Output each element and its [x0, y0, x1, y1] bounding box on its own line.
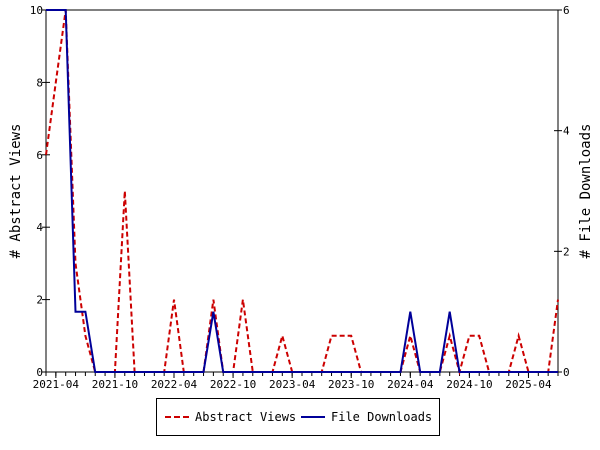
y-right-tick-label: 4 [563, 125, 570, 138]
y-right-axis-title: # File Downloads [578, 124, 594, 259]
y-right-tick-label: 6 [563, 4, 570, 17]
y-left-axis-title: # Abstract Views [8, 124, 24, 259]
y-left-tick-label: 6 [36, 149, 43, 162]
y-right-tick-label: 0 [563, 366, 570, 379]
series-line-abstract-views [45, 9, 559, 376]
x-tick-label: 2022-04 [151, 378, 198, 391]
y-left-tick-label: 2 [36, 294, 43, 307]
y-right-tick-label: 2 [563, 245, 570, 258]
x-tick-label: 2021-04 [33, 378, 80, 391]
x-tick-label: 2024-10 [446, 378, 492, 391]
legend-item-abstract-views: Abstract Views [165, 410, 296, 424]
legend-label-abstract-views: Abstract Views [195, 410, 297, 424]
x-tick-label: 2023-10 [328, 378, 374, 391]
legend-swatch-abstract-views [165, 416, 189, 418]
y-left-tick-label: 8 [36, 76, 43, 89]
x-tick-label: 2025-04 [505, 378, 552, 391]
x-tick-label: 2022-10 [210, 378, 256, 391]
y-left-tick-label: 4 [36, 221, 43, 234]
x-tick-label: 2021-10 [92, 378, 138, 391]
legend-label-file-downloads: File Downloads [331, 410, 433, 424]
legend-swatch-file-downloads [301, 416, 325, 418]
legend-item-file-downloads: File Downloads [301, 410, 432, 424]
x-tick-label: 2023-04 [269, 378, 316, 391]
series-line-file-downloads [46, 9, 558, 373]
legend: Abstract Views File Downloads [156, 398, 440, 436]
plot-frame [45, 9, 559, 373]
x-tick-label: 2024-04 [387, 378, 434, 391]
y-left-tick-label: 10 [30, 4, 43, 17]
y-left-tick-label: 0 [36, 366, 43, 379]
